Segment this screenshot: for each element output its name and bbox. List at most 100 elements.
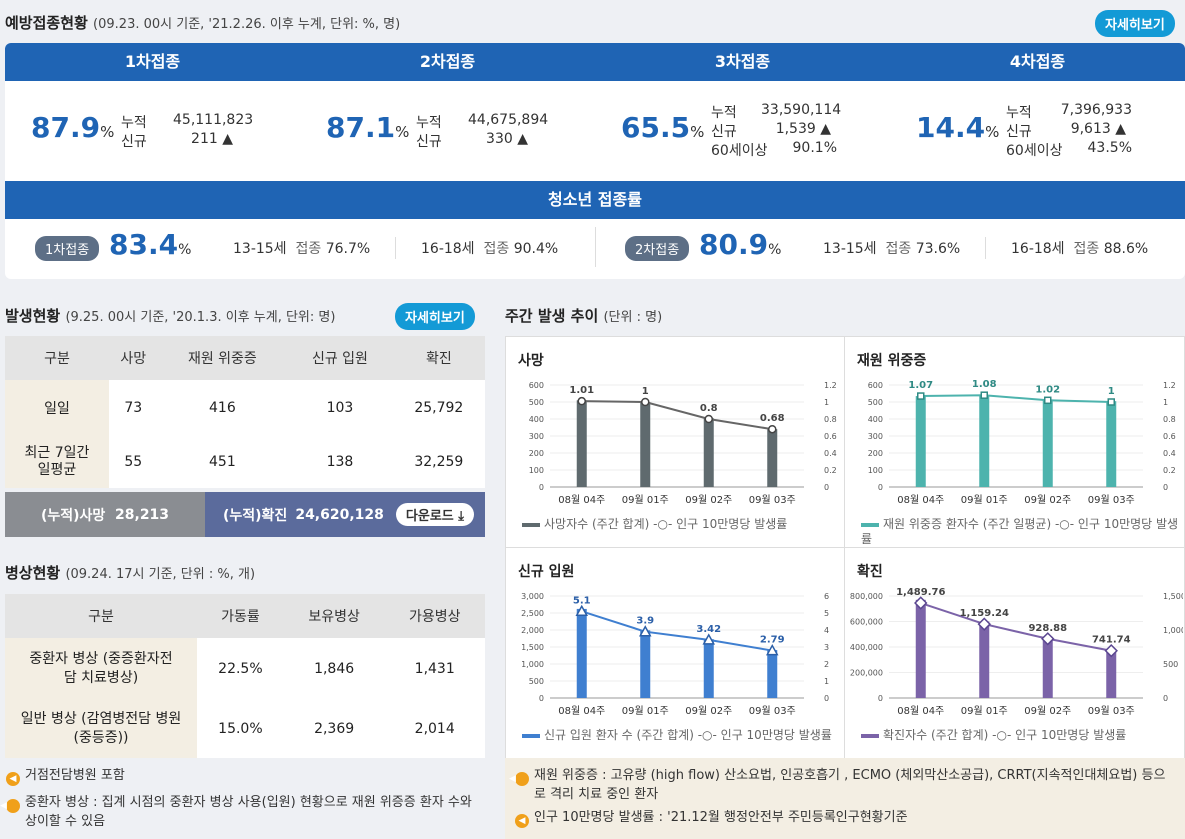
y-tick-label: 500 xyxy=(529,398,544,407)
cell: 73 xyxy=(109,380,158,436)
line-point xyxy=(1104,643,1118,658)
y2-tick-label: 2 xyxy=(824,660,829,669)
speaker-icon: ◀ xyxy=(6,772,20,786)
data-label: 928.88 xyxy=(1028,623,1067,634)
cell: 2,014 xyxy=(384,700,485,758)
y2-tick-label: 0.8 xyxy=(824,415,837,424)
data-label: 0.68 xyxy=(760,413,785,424)
x-tick-label: 08월 04주 xyxy=(558,494,605,506)
dose-1-stats: 87.9% 누적 45,111,823 신규 211 ▲ xyxy=(5,81,300,181)
y2-tick-label: 0.6 xyxy=(824,432,837,441)
bar xyxy=(915,599,926,698)
bar xyxy=(703,639,714,698)
teen-stats: 1차접종 83.4% 13-15세 접종 76.7% 16-18세 접종 90.… xyxy=(5,219,1185,279)
bar xyxy=(767,429,778,487)
col-header: 신규 입원 xyxy=(287,336,393,380)
y-tick-label: 600 xyxy=(529,381,544,390)
dose-3-new-label: 신규 xyxy=(711,124,737,140)
legend-bar-swatch xyxy=(522,733,540,738)
y-tick-label: 300 xyxy=(868,432,883,441)
y-tick-label: 1,000 xyxy=(521,660,544,669)
weekly-subtitle: (단위 : 명) xyxy=(603,310,663,325)
y2-tick-label: 4 xyxy=(824,626,829,635)
cell: 32,259 xyxy=(392,436,485,488)
x-tick-label: 09월 01주 xyxy=(622,705,669,717)
col-header: 가용병상 xyxy=(384,594,485,638)
y-tick-label: 800,000 xyxy=(850,592,883,601)
data-label: 1 xyxy=(1108,386,1115,397)
dose-3-label: 3차접종 xyxy=(714,52,771,71)
teen-dose-2-tag: 2차접종 xyxy=(625,236,690,261)
y-tick-label: 200,000 xyxy=(850,669,883,678)
y-tick-label: 500 xyxy=(868,398,883,407)
speaker-icon: ◀ xyxy=(509,772,529,786)
y2-tick-label: 0 xyxy=(824,694,829,703)
y-tick-label: 0 xyxy=(878,483,883,492)
teen-dose-2-1315: 13-15세 접종 73.6% xyxy=(823,241,961,257)
dose-3-cum-label: 누적 xyxy=(711,105,737,121)
vaccination-more-button[interactable]: 자세히보기 xyxy=(1095,10,1175,37)
y-tick-label: 200 xyxy=(868,449,883,458)
outbreak-more-button[interactable]: 자세히보기 xyxy=(395,303,475,330)
series-line xyxy=(920,394,1112,403)
vaccination-subtitle: (09.23. 00시 기준, '21.2.26. 이후 누계, 단위: %, … xyxy=(93,17,401,32)
x-tick-label: 09월 02주 xyxy=(1024,494,1071,506)
speaker-icon: ◀ xyxy=(0,799,20,813)
table-row: 일일 73 416 103 25,792 xyxy=(5,380,485,436)
teen-dose-1-1315: 13-15세 접종 76.7% xyxy=(233,241,371,257)
download-button[interactable]: 다운로드 ⤓ xyxy=(395,503,475,526)
bar xyxy=(979,621,990,698)
y-tick-label: 500 xyxy=(529,677,544,686)
legend-bar-label: 신규 입원 환자 수 (주간 합계) xyxy=(544,728,698,742)
dose-1-cum-value: 45,111,823 xyxy=(173,112,254,128)
data-label: 1.01 xyxy=(569,385,594,396)
cell: 1,846 xyxy=(283,638,385,700)
y2-tick-label: 3 xyxy=(824,643,829,652)
y-tick-label: 1,500 xyxy=(521,643,544,652)
chart-title: 재원 위중증 xyxy=(857,353,927,369)
series-line xyxy=(920,602,1112,652)
y2-tick-label: 1 xyxy=(824,677,829,686)
x-tick-label: 09월 01주 xyxy=(961,705,1008,717)
x-tick-label: 09월 03주 xyxy=(749,705,796,717)
data-label: 0.8 xyxy=(700,403,718,414)
x-tick-label: 09월 03주 xyxy=(749,494,796,506)
teen-dose-2-pct: 80.9% xyxy=(699,228,782,261)
dose-3-pct: 65.5% xyxy=(621,111,705,144)
y2-tick-label: 0.2 xyxy=(824,466,837,475)
y-tick-label: 200 xyxy=(529,449,544,458)
y2-tick-label: 0.2 xyxy=(1163,466,1176,475)
vaccination-title-text: 예방접종현황 xyxy=(5,14,88,32)
data-label: 3.9 xyxy=(636,616,654,627)
legend-bar-label: 사망자수 (주간 합계) xyxy=(544,517,654,531)
x-tick-label: 09월 03주 xyxy=(1088,705,1135,717)
y-tick-label: 300 xyxy=(529,432,544,441)
y2-tick-label: 6 xyxy=(824,592,829,601)
legend-line-label: 인구 10만명당 발생률 xyxy=(1015,728,1127,742)
y2-tick-label: 500 xyxy=(1163,660,1178,669)
legend-line-label: 인구 10만명당 발생률 xyxy=(720,728,832,742)
dose-3-60plus-label: 60세이상 xyxy=(711,143,768,159)
chart-title: 확진 xyxy=(857,564,883,580)
y2-tick-label: 1 xyxy=(1163,398,1168,407)
bar xyxy=(1106,648,1117,698)
chart-legend: 재원 위중증 환자수 (주간 일평균) -○- 인구 10만명당 발생률 xyxy=(861,517,1181,547)
y-tick-label: 100 xyxy=(868,466,883,475)
x-tick-label: 08월 04주 xyxy=(897,705,944,717)
cell: 25,792 xyxy=(392,380,485,436)
y2-tick-label: 1.2 xyxy=(824,381,837,390)
dose-4-60plus-label: 60세이상 xyxy=(1006,143,1063,159)
dose-2-stats: 87.1% 누적 44,675,894 신규 330 ▲ xyxy=(300,81,595,181)
y2-tick-label: 0 xyxy=(824,483,829,492)
beds-title-text: 병상현황 xyxy=(5,564,61,582)
data-label: 5.1 xyxy=(573,595,591,606)
chart-svg: 0 500 1,000 1,500 2,000 2,500 3,000 0 1 2 3 4 5 6 08월 … xyxy=(521,592,829,717)
y2-tick-label: 1,000 xyxy=(1163,626,1183,635)
line-point xyxy=(577,396,586,406)
legend-line-marker: -○- xyxy=(1054,517,1078,531)
row-label: 일일 xyxy=(5,380,109,436)
legend-bar-swatch xyxy=(861,522,879,527)
y2-tick-label: 0 xyxy=(1163,694,1168,703)
y2-tick-label: 1 xyxy=(824,398,829,407)
bar xyxy=(640,402,651,487)
